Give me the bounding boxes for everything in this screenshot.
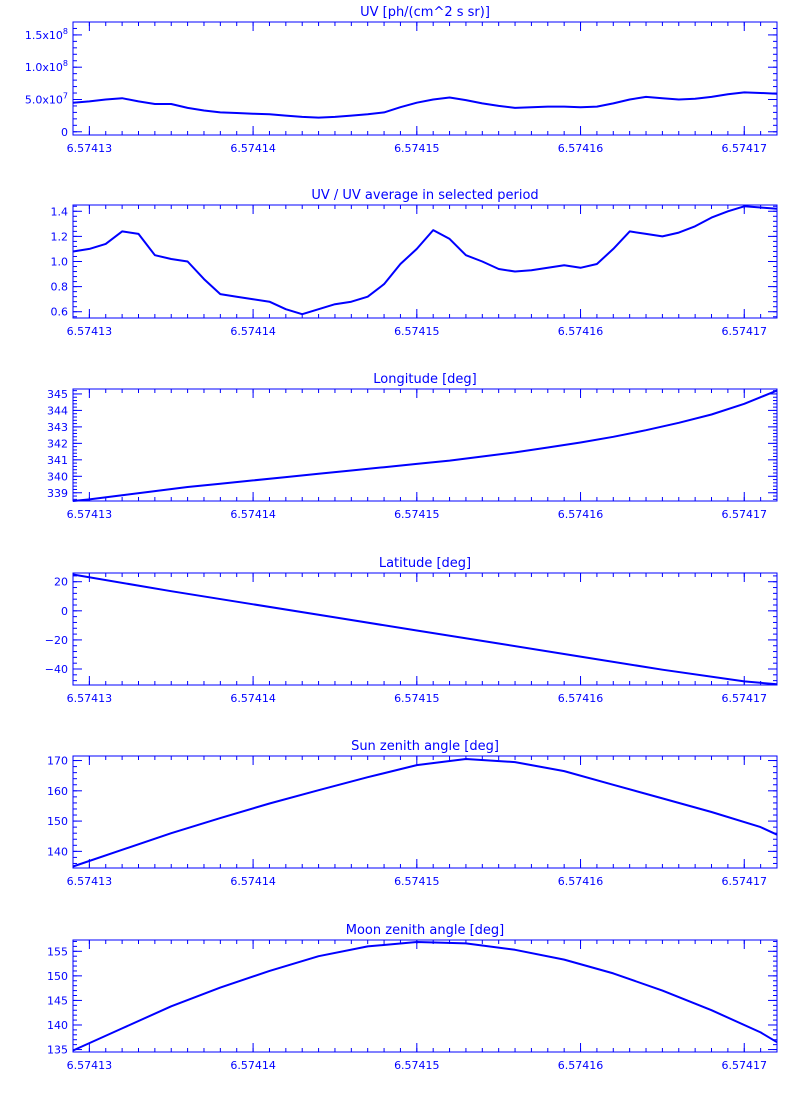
chart-title: Latitude [deg] <box>379 556 471 571</box>
x-tick-label: 6.57415 <box>394 325 440 338</box>
y-tick-label: 340 <box>47 470 68 483</box>
y-tick-label: 341 <box>47 454 68 467</box>
y-tick-label: 0 <box>61 126 68 139</box>
x-tick-label: 6.57416 <box>558 692 604 705</box>
chart-title: Moon zenith angle [deg] <box>346 923 504 938</box>
x-tick-label: 6.57416 <box>558 325 604 338</box>
x-tick-label: 6.57413 <box>67 142 113 155</box>
y-tick-label: −20 <box>45 634 68 647</box>
y-tick-label: 1.0x108 <box>25 59 68 74</box>
y-tick-label: 1.2 <box>51 230 69 243</box>
x-tick-label: 6.57417 <box>722 325 768 338</box>
y-tick-label: 0.8 <box>51 281 69 294</box>
y-tick-label: 160 <box>47 785 68 798</box>
series-line <box>72 758 778 868</box>
y-tick-label: 343 <box>47 421 68 434</box>
y-tick-label: 140 <box>47 845 68 858</box>
chart-title: UV / UV average in selected period <box>311 188 538 203</box>
x-tick-label: 6.57415 <box>394 508 440 521</box>
x-tick-label: 6.57414 <box>230 508 276 521</box>
x-tick-label: 6.57416 <box>558 142 604 155</box>
chart-panel: Sun zenith angle [deg] 6.57413 6.57414 6.57… <box>47 739 778 888</box>
chart-panel: Moon zenith angle [deg] 6.57413 6.57414 6.5… <box>47 923 778 1072</box>
x-tick-label: 6.57414 <box>230 692 276 705</box>
y-tick-label: 135 <box>47 1044 68 1057</box>
y-tick-label: 20 <box>54 576 68 589</box>
y-tick-label: 0 <box>61 605 68 618</box>
y-tick-label: 170 <box>47 755 68 768</box>
y-tick-label: 140 <box>47 1019 68 1032</box>
chart-title: Sun zenith angle [deg] <box>351 739 499 754</box>
x-tick-label: 6.57415 <box>394 875 440 888</box>
y-tick-exponent: 7 <box>63 91 68 100</box>
y-tick-label: 150 <box>47 970 68 983</box>
plot-frame <box>72 21 778 136</box>
x-tick-label: 6.57415 <box>394 692 440 705</box>
x-tick-label: 6.57415 <box>394 1059 440 1072</box>
y-tick-label: 1.4 <box>51 205 69 218</box>
series-line <box>72 389 778 502</box>
x-tick-label: 6.57415 <box>394 142 440 155</box>
plot-frame <box>72 388 778 502</box>
x-tick-label: 6.57417 <box>722 508 768 521</box>
x-tick-label: 6.57413 <box>67 325 113 338</box>
chart-panel: Latitude [deg] 6.57413 6.57414 6.57415 6.574… <box>45 556 778 705</box>
y-tick-label: 1.5x108 <box>25 27 68 42</box>
x-tick-label: 6.57413 <box>67 508 113 521</box>
y-tick-label: 1.0 <box>51 256 69 269</box>
x-tick-label: 6.57416 <box>558 875 604 888</box>
x-tick-label: 6.57417 <box>722 142 768 155</box>
plot-frame <box>72 939 778 1053</box>
y-tick-exponent: 8 <box>63 27 68 36</box>
chart-panel: Longitude [deg] 6.57413 6.57414 6.57415 6.57… <box>47 372 778 521</box>
y-tick-label: 344 <box>47 404 68 417</box>
x-tick-label: 6.57416 <box>558 1059 604 1072</box>
x-tick-label: 6.57417 <box>722 692 768 705</box>
x-tick-label: 6.57414 <box>230 1059 276 1072</box>
y-tick-label: 0.6 <box>51 306 69 319</box>
y-tick-label: 342 <box>47 437 68 450</box>
y-tick-exponent: 8 <box>63 59 68 68</box>
y-tick-label: 150 <box>47 815 68 828</box>
y-tick-label: 145 <box>47 994 68 1007</box>
x-tick-label: 6.57417 <box>722 875 768 888</box>
plot-frame <box>72 755 778 869</box>
y-tick-label: −40 <box>45 663 68 676</box>
y-tick-label: 339 <box>47 487 68 500</box>
x-tick-label: 6.57413 <box>67 875 113 888</box>
chart-panel: UV [ph/(cm^2 s sr)] 6.57413 6.57414 6.57415… <box>25 5 778 155</box>
series-line <box>72 91 778 119</box>
series-line <box>72 941 778 1052</box>
x-tick-label: 6.57414 <box>230 142 276 155</box>
plot-frame <box>72 204 778 319</box>
y-tick-mantissa: 1.5x10 <box>25 29 63 42</box>
x-tick-label: 6.57416 <box>558 508 604 521</box>
y-tick-label: 5.0x107 <box>25 91 68 106</box>
y-tick-label: 155 <box>47 945 68 958</box>
x-tick-label: 6.57413 <box>67 1059 113 1072</box>
series-line <box>72 205 778 316</box>
y-tick-label: 345 <box>47 388 68 401</box>
x-tick-label: 6.57414 <box>230 325 276 338</box>
x-tick-label: 6.57417 <box>722 1059 768 1072</box>
chart-panel: UV / UV average in selected period 6.5741… <box>51 188 778 338</box>
chart-title: Longitude [deg] <box>373 372 476 387</box>
chart-title: UV [ph/(cm^2 s sr)] <box>360 5 490 20</box>
y-tick-mantissa: 5.0x10 <box>25 93 63 106</box>
x-tick-label: 6.57413 <box>67 692 113 705</box>
x-tick-label: 6.57414 <box>230 875 276 888</box>
y-tick-mantissa: 1.0x10 <box>25 61 63 74</box>
plot-frame <box>72 572 778 686</box>
series-line <box>72 573 778 686</box>
